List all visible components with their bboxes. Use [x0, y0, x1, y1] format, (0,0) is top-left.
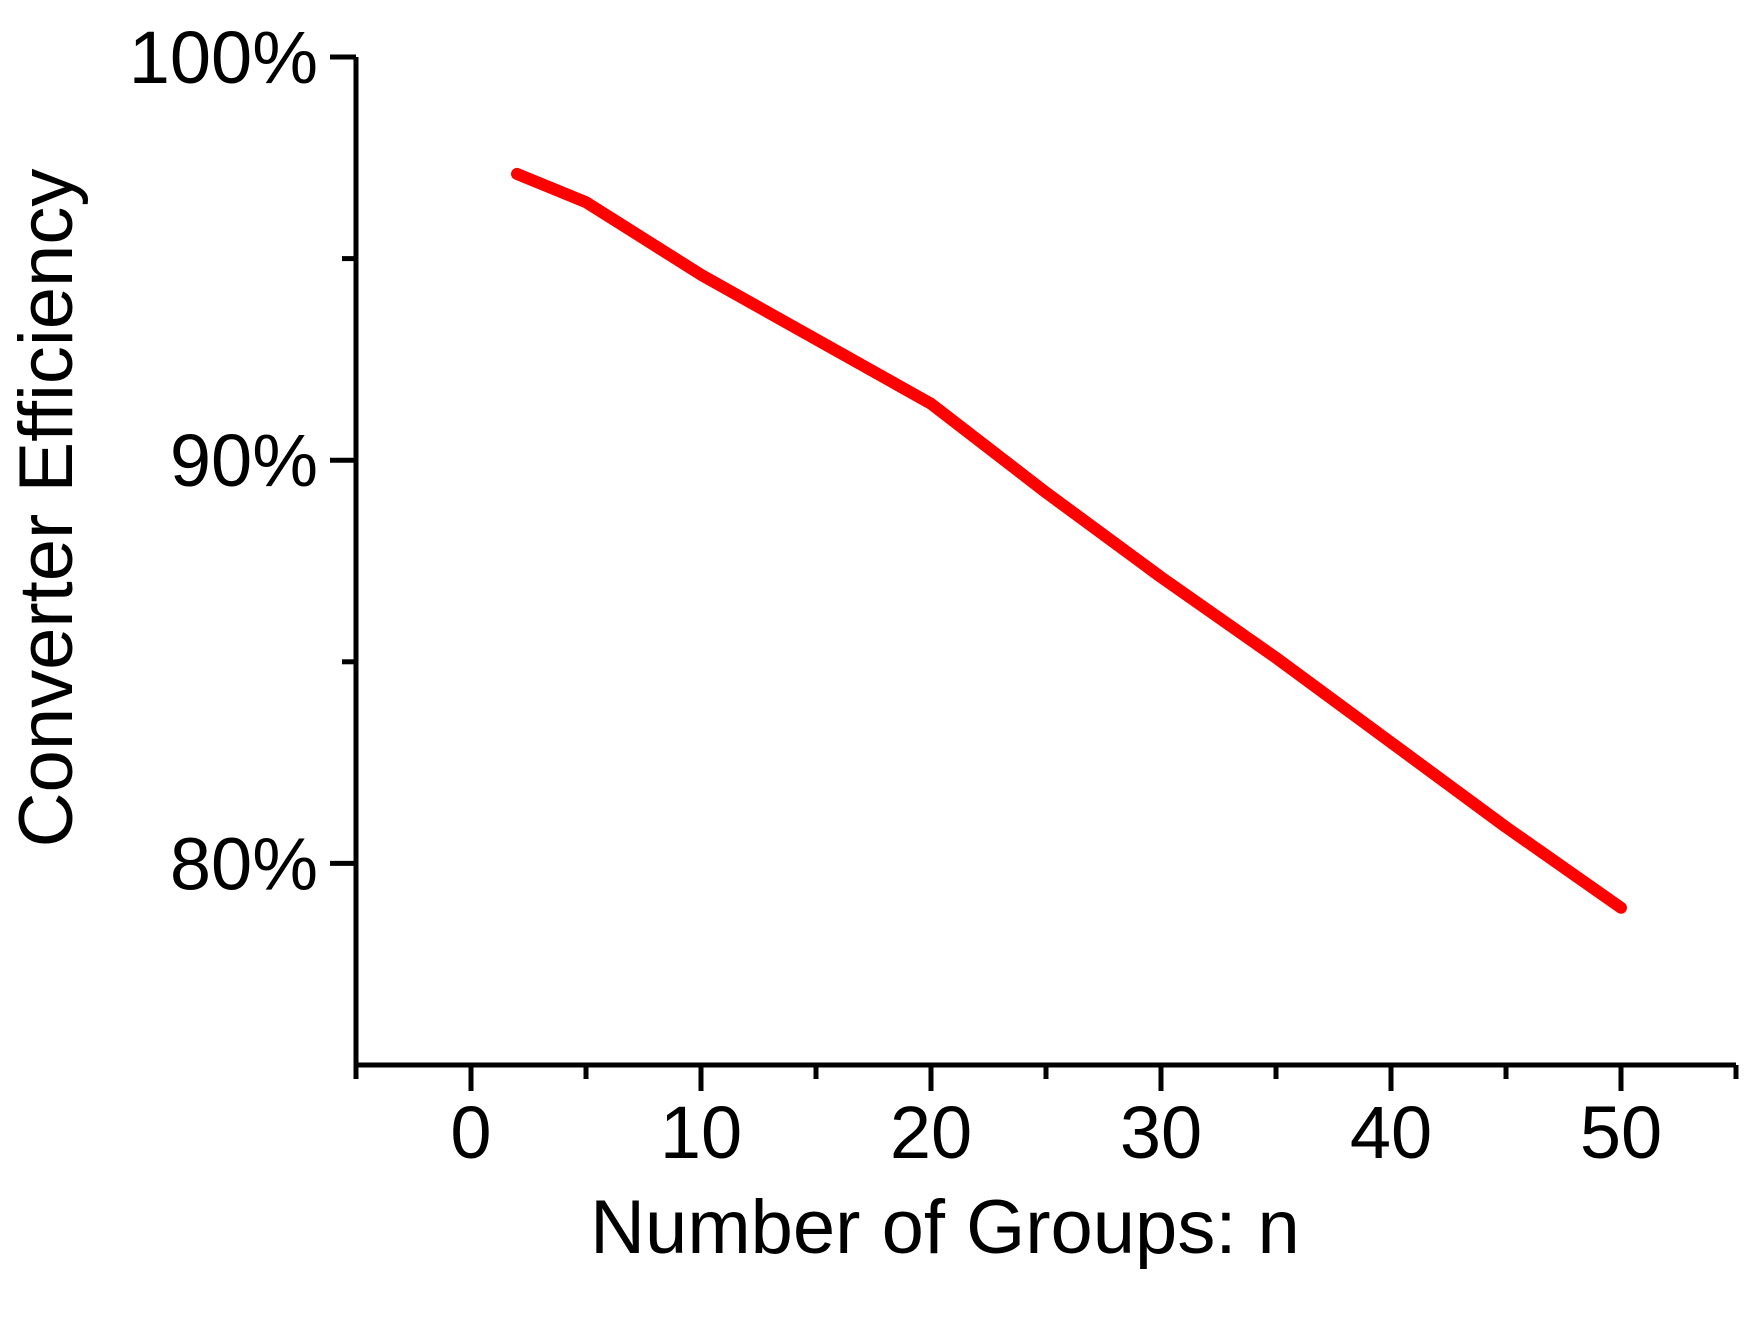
- x-axis-title: Number of Groups: n: [590, 1185, 1300, 1270]
- y-tick-label: 80%: [170, 822, 318, 905]
- x-tick-label: 0: [450, 1091, 491, 1174]
- x-tick-label: 40: [1350, 1091, 1432, 1174]
- x-tick-label: 20: [890, 1091, 972, 1174]
- x-tick-label: 30: [1120, 1091, 1202, 1174]
- data-series: [511, 167, 1627, 914]
- y-tick-label: 90%: [170, 419, 318, 502]
- y-axis-title: Converter Efficiency: [4, 169, 89, 848]
- x-tick-label: 50: [1580, 1091, 1662, 1174]
- tick-marks: [330, 54, 1739, 1091]
- y-tick-label: 100%: [129, 16, 318, 99]
- x-tick-label: 10: [660, 1091, 742, 1174]
- efficiency-line: [511, 167, 1627, 914]
- axes: [353, 57, 1736, 1068]
- tick-labels: 100% 90% 80% 0 10 20 30 40 50: [129, 16, 1662, 1174]
